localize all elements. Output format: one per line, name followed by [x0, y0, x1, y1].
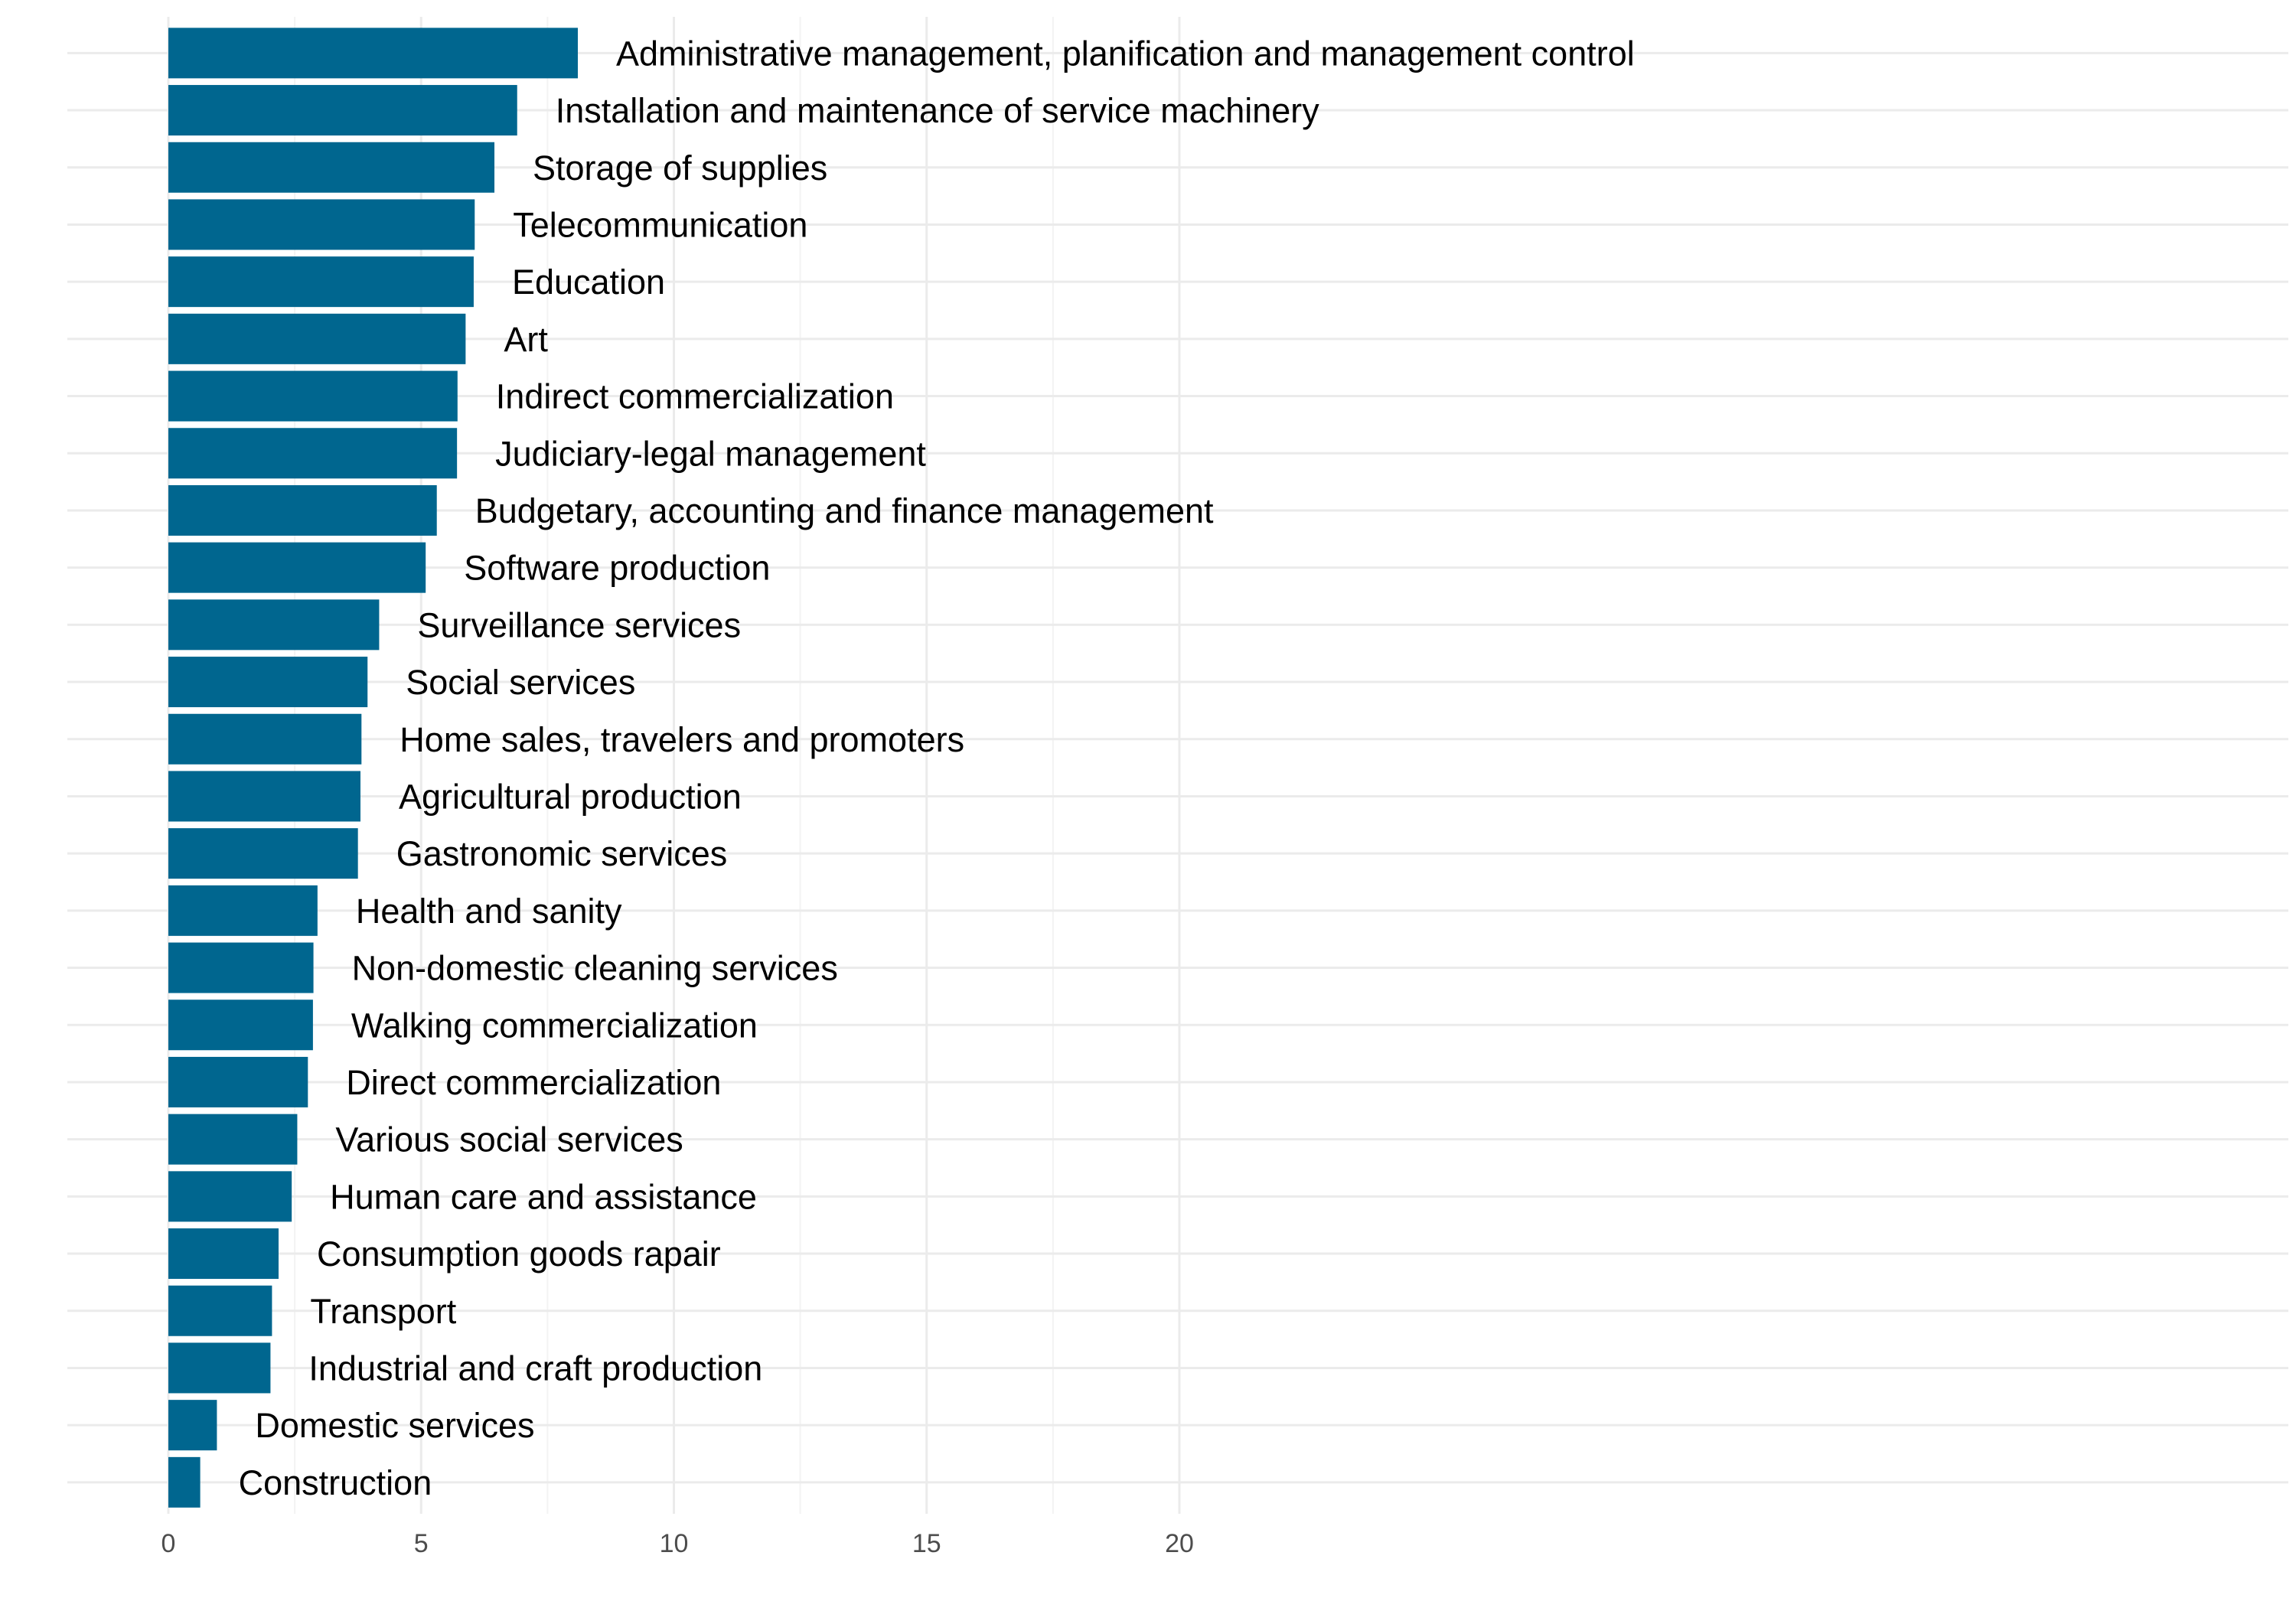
bar-13: [168, 771, 360, 822]
bar-5: [168, 313, 466, 364]
x-axis-ticks: 0 5 10 15 20: [161, 1529, 1194, 1558]
bar-18: [168, 1056, 308, 1107]
bar-21: [168, 1228, 279, 1280]
bar-label-21: Consumption goods rapair: [317, 1234, 721, 1273]
bar-7: [168, 428, 458, 479]
bar-label-4: Education: [512, 263, 665, 302]
bar-0: [168, 28, 579, 79]
bar-label-15: Health and sanity: [356, 892, 622, 931]
bar-label-23: Industrial and craft production: [308, 1348, 762, 1388]
bar-labels-layer: Administrative management, planification…: [239, 34, 1635, 1502]
bar-label-3: Telecommunication: [513, 205, 807, 244]
x-tick-label-2: 10: [660, 1529, 689, 1558]
bar-label-6: Indirect commercialization: [496, 377, 894, 416]
x-tick-label-4: 20: [1165, 1529, 1194, 1558]
bar-1: [168, 85, 517, 136]
bar-label-5: Art: [504, 320, 548, 359]
bar-22: [168, 1285, 272, 1336]
bar-20: [168, 1171, 292, 1222]
x-tick-label-3: 15: [912, 1529, 941, 1558]
bar-11: [168, 657, 368, 708]
bar-label-1: Installation and maintenance of service …: [556, 91, 1320, 130]
bars-layer: [168, 28, 579, 1508]
bar-12: [168, 713, 362, 765]
bar-9: [168, 542, 426, 593]
bar-2: [168, 142, 495, 193]
bar-label-2: Storage of supplies: [533, 148, 827, 188]
bar-3: [168, 199, 475, 250]
bar-label-7: Judiciary-legal management: [495, 434, 926, 473]
bar-label-19: Various social services: [335, 1120, 683, 1159]
bar-25: [168, 1456, 201, 1508]
bar-label-25: Construction: [239, 1463, 432, 1502]
bar-label-8: Budgetary, accounting and finance manage…: [475, 491, 1214, 530]
bar-label-22: Transport: [310, 1292, 456, 1331]
x-tick-label-1: 5: [414, 1529, 429, 1558]
x-tick-label-0: 0: [161, 1529, 176, 1558]
bar-4: [168, 256, 474, 308]
bar-15: [168, 885, 318, 936]
bar-label-24: Domestic services: [255, 1406, 534, 1445]
bar-14: [168, 828, 358, 879]
bar-24: [168, 1400, 217, 1451]
bar-8: [168, 484, 437, 536]
bar-label-18: Direct commercialization: [346, 1063, 721, 1102]
bar-label-16: Non-domestic cleaning services: [352, 949, 838, 988]
bar-label-14: Gastronomic services: [396, 834, 728, 873]
bar-label-13: Agricultural production: [399, 777, 742, 816]
bar-6: [168, 370, 458, 422]
bar-label-12: Home sales, travelers and promoters: [400, 720, 964, 759]
bar-label-11: Social services: [406, 663, 635, 702]
bar-23: [168, 1342, 271, 1394]
bar-16: [168, 942, 314, 993]
bar-label-0: Administrative management, planification…: [616, 34, 1635, 73]
bar-label-20: Human care and assistance: [330, 1177, 757, 1216]
bar-label-17: Walking commercialization: [351, 1006, 758, 1045]
bar-label-9: Software production: [464, 549, 770, 588]
bar-19: [168, 1114, 298, 1165]
bar-10: [168, 599, 380, 651]
bar-17: [168, 1000, 313, 1051]
bar-label-10: Surveillance services: [417, 605, 741, 644]
